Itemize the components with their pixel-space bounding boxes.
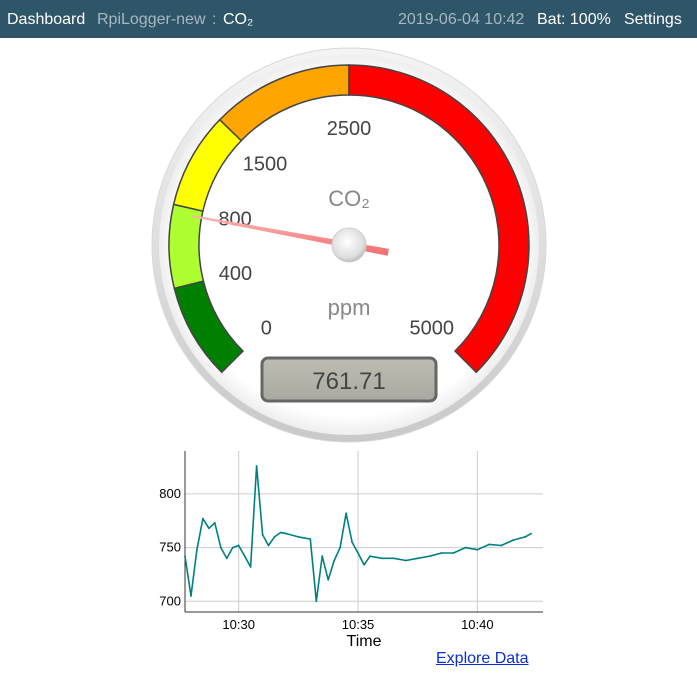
data-point: [231, 546, 234, 549]
data-point: [219, 546, 222, 549]
data-point: [297, 535, 300, 538]
explore-data-link[interactable]: Explore Data: [436, 650, 529, 667]
x-tick-label-2: 10:40: [461, 617, 494, 632]
data-point: [273, 535, 276, 538]
settings-link[interactable]: Settings: [624, 11, 682, 28]
data-point: [327, 578, 330, 581]
series-line-0: [184, 465, 532, 603]
data-point: [285, 532, 288, 535]
data-point: [309, 538, 312, 540]
value-display-box: [260, 356, 438, 403]
x-axis-label: Time: [347, 633, 382, 650]
data-point: [345, 512, 347, 515]
gauge-tick-label-4: 2500: [327, 118, 372, 140]
y-tick-label-2: 800: [159, 486, 181, 501]
data-point: [416, 557, 419, 560]
gauge-tick-label-3: 1500: [243, 154, 288, 176]
x-tick-label-1: 10:35: [342, 617, 375, 632]
device-link[interactable]: RpiLogger-new: [97, 11, 206, 28]
data-point: [321, 555, 324, 558]
gauge-tick-label-5: 5000: [409, 318, 454, 340]
plot-area: [185, 451, 543, 612]
gauge-title: CO₂: [328, 186, 370, 211]
data-point: [392, 557, 395, 560]
datetime-display: 2019-06-04 10:42: [398, 11, 525, 28]
data-point: [512, 539, 515, 541]
co2-history-chart: 700 750 800 10:30 10:35 10:40 Time: [150, 448, 550, 653]
top-navigation-bar: Dashboard RpiLogger-new : CO₂ 2019-06-04…: [0, 0, 697, 38]
data-point: [213, 522, 216, 524]
data-point: [243, 555, 246, 558]
data-point: [315, 600, 318, 603]
data-point: [381, 557, 383, 560]
data-point: [524, 535, 526, 538]
data-point: [255, 465, 258, 467]
gauge-tick-label-1: 400: [219, 263, 252, 285]
data-point: [207, 527, 210, 530]
data-point: [363, 563, 365, 566]
battery-status: Bat: 100%: [537, 11, 611, 28]
gauge-band-4: [348, 64, 530, 374]
data-point: [190, 595, 192, 597]
data-point: [530, 532, 532, 535]
gauge-value: 761.71: [312, 368, 385, 395]
data-point: [196, 548, 198, 551]
gauge-units: ppm: [328, 295, 371, 320]
data-point: [404, 559, 407, 562]
dashboard-link[interactable]: Dashboard: [7, 11, 86, 28]
sensor-name: CO₂: [223, 11, 254, 28]
data-point: [225, 557, 228, 560]
data-point: [249, 566, 252, 568]
co2-gauge: 0 400 800 1500 2500 5000 CO₂ ppm 761.71: [150, 46, 548, 444]
gauge-needle-hub: [331, 227, 367, 263]
data-point: [488, 543, 491, 546]
data-point: [369, 555, 371, 558]
y-tick-label-1: 750: [159, 540, 181, 555]
x-tick-label-0: 10:30: [222, 617, 255, 632]
data-point: [261, 533, 264, 536]
data-point: [357, 552, 359, 554]
data-point: [279, 531, 282, 534]
data-point: [237, 544, 240, 547]
data-point: [428, 555, 431, 558]
data-point: [333, 559, 336, 562]
data-point: [476, 548, 479, 551]
data-point: [440, 552, 443, 554]
breadcrumb-separator: :: [212, 11, 217, 28]
data-point: [202, 517, 204, 520]
data-point: [339, 546, 342, 549]
data-point: [267, 544, 270, 547]
data-point: [464, 546, 467, 549]
data-point: [351, 541, 353, 544]
y-tick-label-0: 700: [159, 593, 181, 608]
data-point: [500, 544, 503, 547]
data-point: [184, 555, 186, 558]
data-point: [452, 552, 455, 554]
gauge-tick-label-0: 0: [261, 318, 272, 340]
